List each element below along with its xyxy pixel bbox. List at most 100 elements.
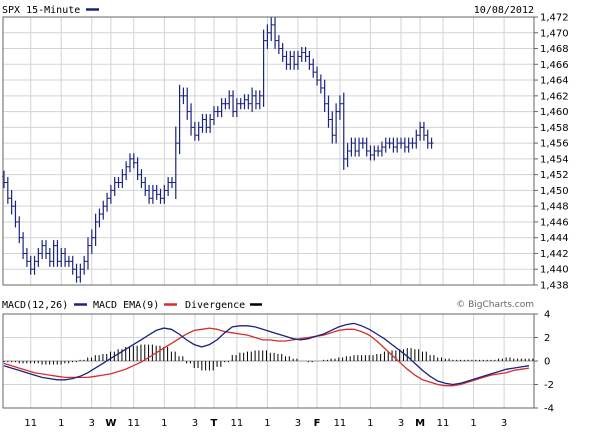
x-tick-label: M: [415, 418, 425, 429]
ohlc-bar: [21, 232, 26, 259]
ohlc-bar: [223, 98, 228, 110]
price-y-tick-label: 1,462: [540, 91, 569, 102]
ohlc-bar: [391, 137, 396, 153]
ohlc-bar: [147, 184, 152, 204]
ohlc-bar: [127, 153, 132, 173]
price-y-tick-label: 1,456: [540, 139, 569, 150]
ohlc-bar: [89, 229, 94, 254]
ohlc-bar: [158, 188, 163, 204]
ohlc-bar: [82, 255, 87, 275]
ohlc-bar: [318, 74, 323, 94]
ohlc-bar: [17, 216, 22, 244]
ohlc-bar: [63, 247, 68, 267]
ohlc-bar: [410, 137, 415, 149]
symbol-label: SPX 15-Minute: [2, 5, 80, 16]
x-tick-label: 11: [437, 418, 450, 429]
ohlc-bar: [311, 58, 316, 78]
price-y-tick-label: 1,458: [540, 123, 569, 134]
price-y-tick-label: 1,438: [540, 281, 569, 292]
ohlc-bar: [181, 87, 186, 105]
ohlc-bar: [372, 145, 377, 161]
ohlc-bar: [131, 153, 136, 169]
ohlc-bar: [261, 29, 266, 107]
ohlc-bar: [124, 161, 129, 181]
x-tick-label: 1: [470, 418, 476, 429]
macd-y-axis: 4 2 0 -2 -4: [534, 310, 554, 415]
macd-y-tick-label: 2: [544, 333, 550, 344]
ohlc-bar: [185, 87, 190, 120]
ohlc-bar: [116, 177, 121, 189]
macd-label: MACD(12,26): [2, 300, 68, 311]
ohlc-bar: [299, 46, 304, 62]
x-tick-label: 11: [24, 418, 37, 429]
ohlc-bar: [376, 145, 381, 157]
price-y-tick-label: 1,472: [540, 13, 569, 24]
ohlc-bar: [40, 240, 45, 259]
ohlc-bar: [246, 94, 251, 110]
ohlc-bar: [265, 24, 270, 49]
ohlc-bar: [307, 50, 312, 70]
ohlc-bar: [36, 247, 41, 267]
price-bars: [2, 16, 434, 283]
ohlc-bar: [70, 255, 75, 275]
ohlc-bar: [97, 208, 102, 228]
ohlc-bar: [406, 137, 411, 153]
ohlc-bar: [276, 35, 281, 55]
x-tick-label: 11: [127, 418, 140, 429]
ohlc-bar: [101, 200, 106, 220]
ohlc-bar: [315, 66, 320, 86]
ohlc-bar: [108, 184, 113, 204]
ohlc-bar: [353, 137, 358, 157]
ohlc-bar: [387, 137, 392, 149]
price-y-tick-label: 1,448: [540, 202, 569, 213]
ohlc-bar: [200, 113, 205, 133]
price-panel-frame: [2, 16, 535, 286]
x-tick-label: 11: [334, 418, 347, 429]
ohlc-bar: [250, 87, 255, 112]
ohlc-bar: [334, 103, 339, 144]
ohlc-bar: [364, 137, 369, 157]
x-tick-label: 1: [161, 418, 167, 429]
ohlc-bar: [242, 94, 247, 110]
ohlc-bar: [402, 137, 407, 153]
macd-y-tick-label: -2: [544, 380, 554, 391]
price-y-tick-label: 1,454: [540, 154, 569, 165]
ohlc-bar: [368, 145, 373, 161]
ohlc-bar: [399, 137, 404, 149]
ohlc-bar: [269, 16, 274, 42]
x-tick-label: 1: [367, 418, 373, 429]
x-tick-label: 3: [192, 418, 198, 429]
macd-y-tick-label: 4: [544, 310, 550, 321]
ohlc-bar: [288, 50, 293, 70]
ohlc-bar: [143, 177, 148, 196]
ohlc-bar: [295, 50, 300, 70]
x-tick-label: T: [211, 418, 218, 429]
ohlc-bar: [85, 237, 90, 270]
ohlc-bar: [421, 121, 426, 141]
ohlc-bar: [204, 113, 209, 133]
price-y-tick-label: 1,468: [540, 44, 569, 55]
ohlc-bar: [28, 255, 33, 275]
ohlc-bar: [280, 43, 285, 62]
ohlc-bar: [173, 126, 178, 200]
ohlc-bar: [429, 137, 434, 149]
ohlc-bar: [154, 184, 159, 200]
macd-grid: [3, 313, 534, 409]
ohlc-bar: [196, 121, 201, 141]
ohlc-bar: [5, 177, 10, 204]
macd-y-tick-label: 0: [544, 357, 550, 368]
ohlc-bar: [257, 90, 262, 110]
ohlc-bar: [78, 263, 83, 283]
ohlc-bar: [105, 192, 110, 212]
ohlc-bar: [383, 137, 388, 153]
ohlc-bar: [231, 90, 236, 118]
ohlc-bar: [234, 98, 239, 118]
ohlc-bar: [135, 157, 140, 181]
ohlc-bar: [418, 121, 423, 141]
ohlc-bar: [414, 129, 419, 149]
price-y-tick-label: 1,440: [540, 265, 569, 276]
price-y-tick-label: 1,460: [540, 107, 569, 118]
macd-lines: [3, 322, 530, 387]
time-axis: 11 1 3 W 11 1 3 T 11 1 3 F 11 1 3 M 11 1 3: [24, 418, 507, 429]
